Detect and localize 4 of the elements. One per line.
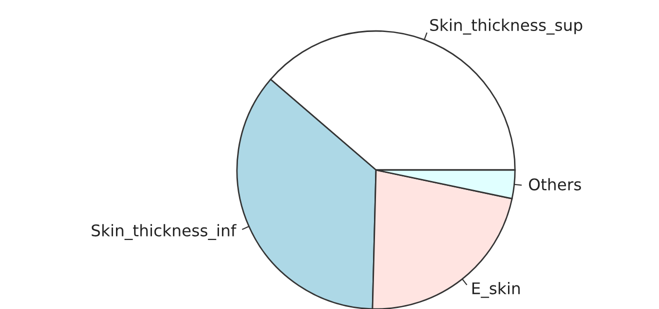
slice-label: Skin_thickness_sup xyxy=(430,18,582,35)
slice-label: Others xyxy=(528,178,581,190)
slice-label: Skin_thickness_inf xyxy=(92,224,237,240)
slice-label: E_skin xyxy=(472,282,520,298)
